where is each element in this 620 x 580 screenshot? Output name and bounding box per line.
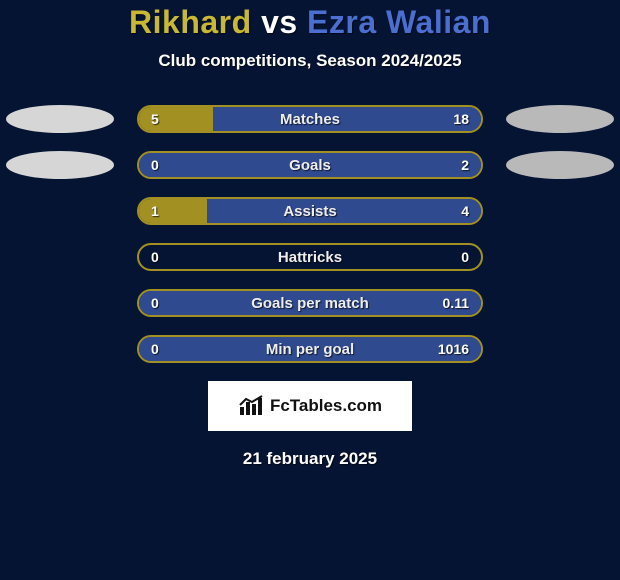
bar-fill-player2: [213, 107, 481, 131]
stat-bar: 02Goals: [137, 151, 483, 179]
stat-bar: 01016Min per goal: [137, 335, 483, 363]
bar-fill-player2: [207, 199, 481, 223]
logo-text: FcTables.com: [270, 396, 382, 416]
stats-container: 518Matches 02Goals 14Assists 0 0Hattricks 00.…: [0, 105, 620, 363]
stat-bar: 518Matches: [137, 105, 483, 133]
subtitle: Club competitions, Season 2024/2025: [0, 51, 620, 71]
comparison-infographic: Rikhard vs Ezra Walian Club competitions…: [0, 0, 620, 580]
bar-fill-player1: [139, 199, 207, 223]
stat-value-player1: 0: [151, 245, 159, 269]
stat-row: 14Assists: [0, 197, 620, 225]
stat-value-player2: 0: [461, 245, 469, 269]
player1-marker: [6, 105, 114, 133]
stat-bar: 00.11Goals per match: [137, 289, 483, 317]
title-player2: Ezra Walian: [307, 4, 491, 40]
stat-label: Hattricks: [139, 245, 481, 269]
bar-fill-player2: [139, 337, 481, 361]
player1-marker: [6, 151, 114, 179]
player2-marker: [506, 151, 614, 179]
stat-bar: 14Assists: [137, 197, 483, 225]
chart-icon: [238, 395, 264, 417]
title-vs: vs: [252, 4, 307, 40]
stat-row: 01016Min per goal: [0, 335, 620, 363]
player2-marker: [506, 105, 614, 133]
bar-fill-player2: [139, 291, 481, 315]
stat-row: 02Goals: [0, 151, 620, 179]
stat-row: 0 0Hattricks: [0, 243, 620, 271]
bar-fill-player1: [139, 107, 213, 131]
page-title: Rikhard vs Ezra Walian: [0, 4, 620, 41]
stat-bar: 0 0Hattricks: [137, 243, 483, 271]
logo-box: FcTables.com: [208, 381, 412, 431]
title-player1: Rikhard: [129, 4, 252, 40]
stat-row: 518Matches: [0, 105, 620, 133]
date-line: 21 february 2025: [0, 449, 620, 469]
bar-fill-player2: [139, 153, 481, 177]
stat-row: 00.11Goals per match: [0, 289, 620, 317]
